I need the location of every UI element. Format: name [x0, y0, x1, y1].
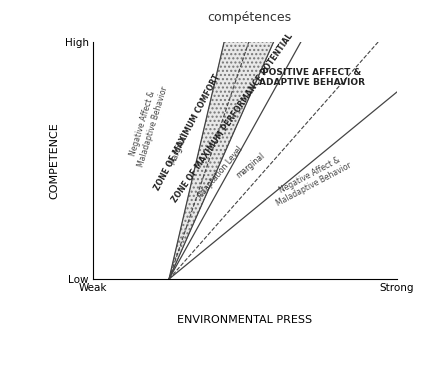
Text: ZONE OF MAXIMUM PERFORMANCE POTENTIAL: ZONE OF MAXIMUM PERFORMANCE POTENTIAL — [170, 31, 295, 204]
Text: Negative Affect &
Maladaptive Behavior: Negative Affect & Maladaptive Behavior — [270, 151, 353, 208]
Text: compétences: compétences — [207, 11, 291, 24]
Text: Marginal: Marginal — [168, 131, 188, 166]
Polygon shape — [169, 42, 274, 279]
Text: Adaptation Level: Adaptation Level — [196, 144, 245, 200]
Text: ENVIRONMENTAL PRESS: ENVIRONMENTAL PRESS — [177, 315, 312, 325]
Text: Negative Affect &
Maladaptive Behavior: Negative Affect & Maladaptive Behavior — [126, 82, 169, 168]
Polygon shape — [169, 42, 274, 279]
Y-axis label: COMPETENCE: COMPETENCE — [49, 122, 59, 199]
Text: ZONE OF MAXIMUM COMFORT: ZONE OF MAXIMUM COMFORT — [153, 72, 222, 192]
Text: marginal: marginal — [235, 151, 267, 180]
Text: POSITIVE AFFECT &
ADAPTIVE BEHAVIOR: POSITIVE AFFECT & ADAPTIVE BEHAVIOR — [259, 68, 365, 87]
